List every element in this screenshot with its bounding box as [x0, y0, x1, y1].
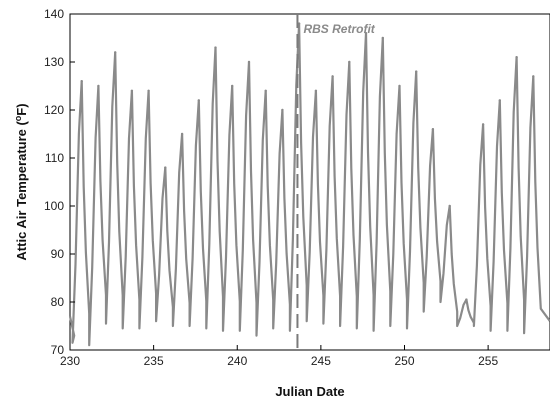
y-axis-title-main: Attic Air Temperature (	[14, 121, 29, 261]
y-tick-label-7: 140	[44, 7, 64, 21]
x-tick-label-0: 230	[60, 354, 80, 368]
y-tick-label-1: 80	[51, 295, 65, 309]
x-tick-label-5: 255	[478, 354, 498, 368]
y-tick-label-0: 70	[51, 343, 65, 357]
annotation-layer: RBS Retrofit	[296, 14, 376, 350]
y-axis-title-superscript: o	[13, 115, 23, 121]
y-tick-label-5: 120	[44, 103, 64, 117]
retrofit-annotation-label: RBS Retrofit	[303, 22, 375, 36]
y-tick-label-2: 90	[51, 247, 65, 261]
y-tick-label-3: 100	[44, 199, 64, 213]
series-layer	[68, 22, 550, 347]
x-tick-label-1: 235	[144, 354, 164, 368]
x-tick-label-3: 245	[311, 354, 331, 368]
x-tick-label-4: 250	[394, 354, 414, 368]
y-axis-title: Attic Air Temperature (oF)	[13, 103, 29, 260]
x-tick-label-2: 240	[227, 354, 247, 368]
plot-frame	[69, 13, 550, 351]
y-tick-label-6: 130	[44, 55, 64, 69]
x-axis-title: Julian Date	[275, 384, 344, 399]
y-axis-title-unit: F)	[14, 103, 29, 115]
y-tick-label-4: 110	[45, 151, 64, 165]
temperature-series-line	[68, 22, 550, 347]
axis-layer: 230 235 240 245 250 255 70 80 90 100 110 120 130 140	[44, 7, 498, 368]
